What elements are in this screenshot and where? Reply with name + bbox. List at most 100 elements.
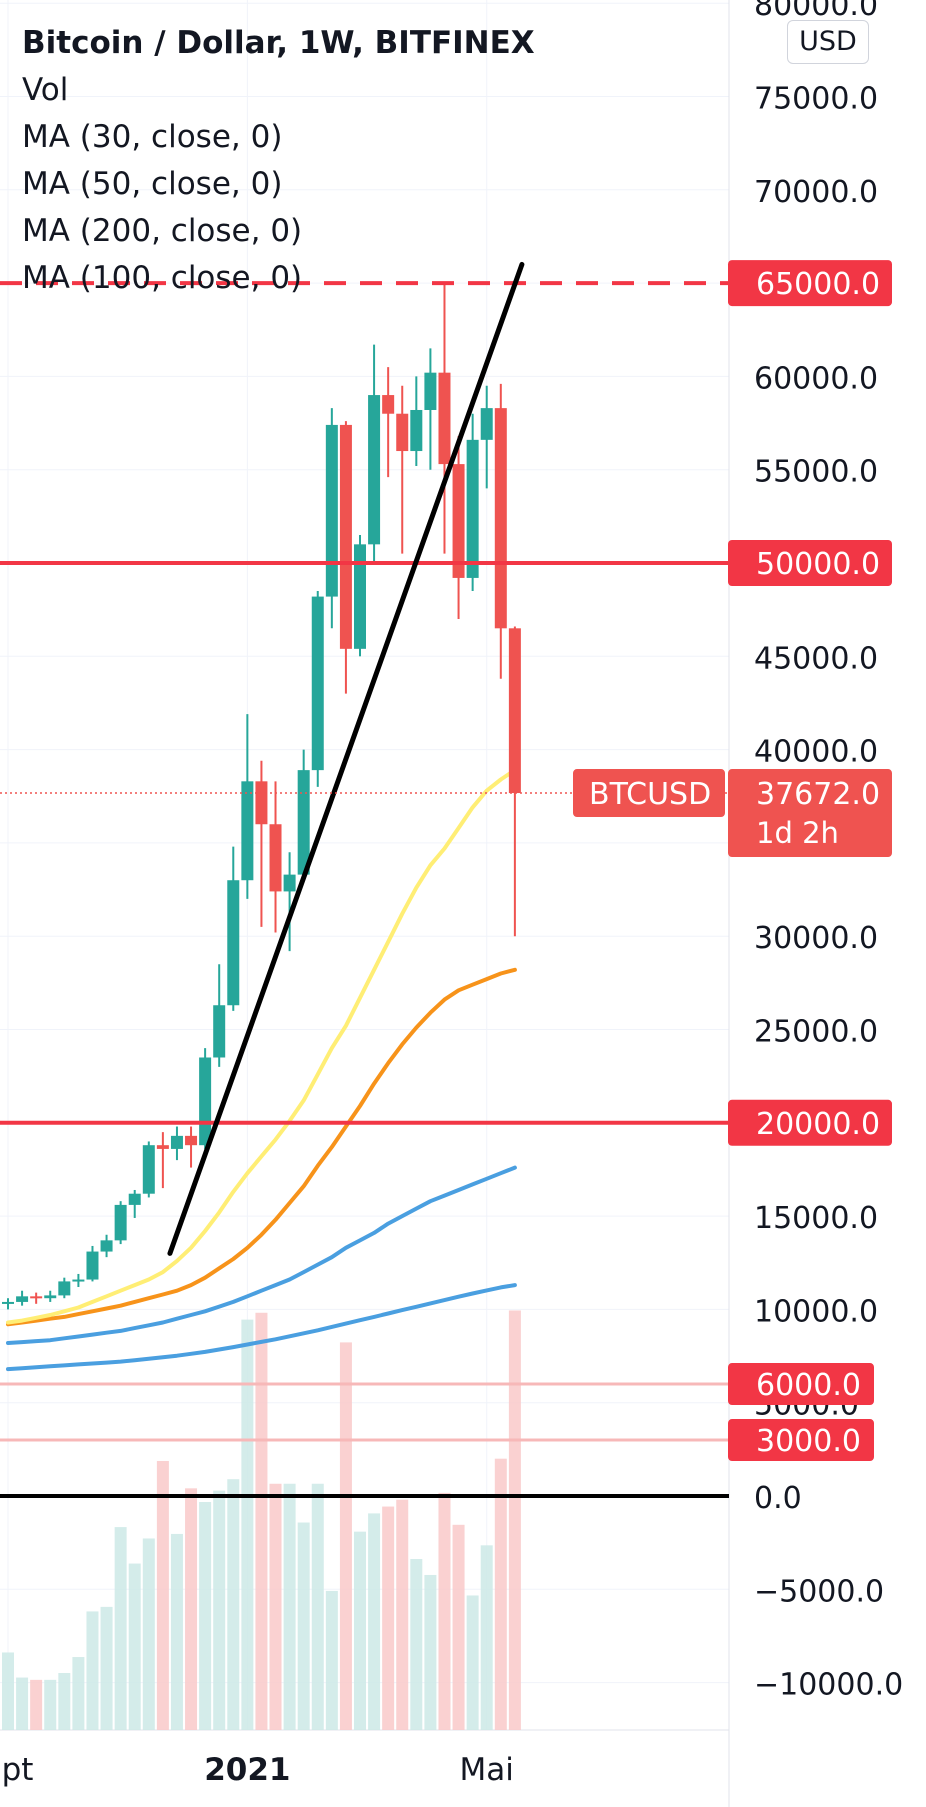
level-label-3000: 3000.0 [756,1424,861,1459]
volume-bar-up [354,1531,366,1730]
level-label-20000: 20000.0 [756,1107,880,1142]
candle-body-up [297,770,310,875]
volume-bar-up [466,1595,479,1730]
level-label-50000: 50000.0 [756,547,880,582]
volume-bar-up [199,1502,212,1730]
y-tick-label: 45000.0 [754,641,878,676]
candle-body-up [2,1301,14,1304]
candle-body-down [508,628,521,794]
candle-body-up [114,1204,127,1241]
candle-body-up [354,544,366,649]
volume-bar-up [2,1652,14,1730]
volume-bar-up [368,1513,381,1730]
y-tick-label: 80000.0 [754,0,878,23]
symbol-label: BTCUSD [589,777,711,812]
indicator-ma50[interactable]: MA (50, close, 0) [22,166,283,202]
volume-bar-down [396,1499,409,1730]
volume-bar-up [170,1533,183,1730]
volume-bar-up [424,1574,437,1730]
candle-body-up [480,408,493,440]
volume-bar-up [241,1319,254,1730]
y-tick-label: 10000.0 [754,1294,878,1329]
trendline [167,261,525,1256]
level-label-bg-50000 [728,540,892,586]
level-label-65000: 65000.0 [756,267,880,302]
volume-bar-down [30,1679,43,1730]
volume-bar-up [114,1527,127,1730]
y-tick-label: −5000.0 [754,1574,884,1609]
indicator-ma30[interactable]: MA (30, close, 0) [22,119,283,155]
level-label-6000: 6000.0 [756,1368,861,1403]
y-tick-label: 70000.0 [754,175,878,210]
candle-body-up [283,874,296,892]
volume-bar-up [410,1559,423,1730]
candle-body-up [100,1240,113,1252]
candle-body-up [241,781,254,881]
volume-bar-up [227,1479,240,1730]
candle-body-up [128,1193,141,1205]
x-tick-label: 2021 [204,1752,290,1788]
x-tick-label: ept [0,1752,33,1788]
y-tick-label: 60000.0 [754,361,878,396]
candle-body-up [142,1145,155,1194]
candle-body-up [170,1135,183,1149]
ma30-line [6,768,517,1325]
candle-body-down [396,413,409,452]
candle-body-up [311,596,324,771]
currency-button[interactable]: USD [787,20,869,64]
indicator-vol[interactable]: Vol [22,72,69,108]
candle-body-down [438,372,451,465]
volume-bar-up [142,1538,155,1730]
chart-title: Bitcoin / Dollar, 1W, BITFINEX [22,25,535,61]
volume-bar-up [58,1673,71,1730]
volume-bar-up [86,1611,99,1730]
candle-body-up [58,1281,71,1296]
volume-bar-up [325,1590,338,1730]
x-tick-label: Mai [460,1752,514,1788]
y-tick-label: 0.0 [754,1481,802,1516]
y-tick-label: −10000.0 [754,1668,903,1703]
y-tick-label: 55000.0 [754,455,878,490]
volume-bar-up [297,1522,310,1730]
candle-body-up [16,1296,29,1302]
last-price-label-bg [728,769,892,858]
candle-body-down [382,395,395,414]
volume-bar-up [480,1545,493,1730]
level-label-bg-20000 [728,1099,892,1146]
level-label-bg-6000 [728,1363,874,1406]
volume-bar-down [269,1483,282,1730]
candle-body-down [269,824,282,892]
last-price-label: 37672.0 [756,777,880,812]
candle-body-up [466,439,479,578]
candle-body-down [30,1296,43,1299]
candle-body-down [255,781,268,825]
candle-body-up [199,1057,212,1146]
y-tick-label: 15000.0 [754,1201,878,1236]
y-tick-label: 25000.0 [754,1015,878,1050]
indicator-ma200[interactable]: MA (200, close, 0) [22,213,303,249]
countdown-label: 1d 2h [756,816,839,850]
volume-bar-up [213,1490,226,1730]
ma200-line [6,1283,517,1372]
volume-bar-up [100,1606,113,1730]
candle-body-up [227,880,240,1006]
y-tick-label: 75000.0 [754,82,878,117]
candle-body-up [325,424,338,597]
volume-bar-down [494,1458,507,1730]
level-label-bg-3000 [728,1419,874,1462]
volume-bar-down [156,1460,169,1730]
candle-body-down [156,1145,169,1149]
volume-bar-down [255,1312,268,1730]
level-label-bg-65000 [728,260,892,307]
volume-bar-up [128,1563,141,1730]
volume-bar-down [508,1310,521,1730]
volume-bar-up [283,1483,296,1730]
candle-body-up [368,395,381,545]
volume-bar-up [311,1483,324,1730]
candle-body-up [86,1251,99,1280]
candle-body-down [339,424,352,649]
y-tick-label: 40000.0 [754,735,878,770]
indicator-ma100[interactable]: MA (100, close, 0) [22,260,303,296]
